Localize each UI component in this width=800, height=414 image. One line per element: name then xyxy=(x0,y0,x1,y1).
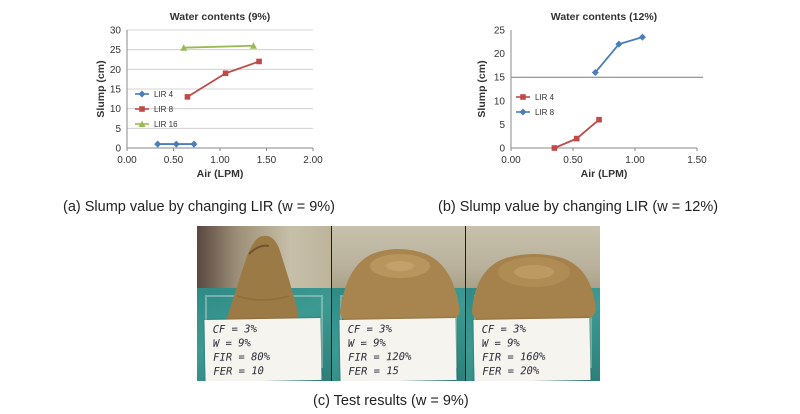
legend-label: LIR 4 xyxy=(535,93,555,102)
y-tick-label: 10 xyxy=(110,104,122,115)
x-tick-label: 1.50 xyxy=(687,155,707,166)
note-card: CF = 3% W = 9% FIR = 80% FER = 10 xyxy=(204,317,322,381)
y-tick-label: 10 xyxy=(494,96,506,107)
legend-label: LIR 4 xyxy=(154,90,174,99)
data-point xyxy=(596,116,602,123)
series-line xyxy=(183,44,254,49)
x-tick-label: 1.00 xyxy=(625,155,645,166)
legend-label: LIR 8 xyxy=(535,108,555,117)
data-point xyxy=(615,40,623,48)
y-tick-label: 25 xyxy=(494,26,506,37)
note-card: CF = 3% W = 9% FIR = 120% FER = 15 xyxy=(339,317,456,381)
data-point xyxy=(520,94,526,100)
slump-cone-mound xyxy=(225,235,299,322)
chart-water-12: Water contents (12%) 0 5 10 15 20 25 0.00 0.50 1.… xyxy=(476,11,707,180)
data-point xyxy=(172,140,180,148)
data-point xyxy=(138,90,146,98)
x-tick-label: 0.50 xyxy=(164,155,184,166)
data-point xyxy=(138,120,146,127)
x-tick-label: 1.50 xyxy=(257,155,277,166)
chart-title: Water contents (12%) xyxy=(551,11,657,23)
chart-title: Water contents (9%) xyxy=(170,11,271,23)
photo-fir-80: CF = 3% W = 9% FIR = 80% FER = 10 xyxy=(197,226,331,381)
y-tick-label: 25 xyxy=(110,45,122,56)
x-tick-label: 1.00 xyxy=(210,155,230,166)
x-axis-label: Air (LPM) xyxy=(581,168,628,180)
slump-spread-mound xyxy=(339,249,460,322)
y-tick-label: 0 xyxy=(499,144,505,155)
note-line: FER = 15 xyxy=(347,364,399,378)
data-point xyxy=(519,108,527,116)
x-tick-label: 2.00 xyxy=(303,155,323,166)
note-line: FER = 20% xyxy=(482,364,540,378)
data-point xyxy=(180,44,188,51)
data-point xyxy=(222,70,229,77)
y-axis-label: Slump (cm) xyxy=(95,60,107,117)
data-point xyxy=(573,135,580,142)
data-point xyxy=(591,68,599,76)
test-photos: CF = 3% W = 9% FIR = 80% FER = 10 CF = 3… xyxy=(197,226,601,381)
photo-fir-160: CF = 3% W = 9% FIR = 160% FER = 20% xyxy=(465,226,601,381)
y-tick-label: 5 xyxy=(499,120,505,131)
x-axis-label: Air (LPM) xyxy=(197,168,244,180)
series-line xyxy=(186,60,260,98)
y-tick-label: 20 xyxy=(494,49,506,60)
data-point xyxy=(139,106,145,112)
data-point xyxy=(249,42,257,49)
data-point xyxy=(190,140,198,148)
x-tick-label: 0.50 xyxy=(563,155,583,166)
data-point xyxy=(551,145,558,151)
y-tick-label: 15 xyxy=(110,85,122,96)
photo-fir-120: CF = 3% W = 9% FIR = 120% FER = 15 xyxy=(330,226,466,381)
note-card: CF = 3% W = 9% FIR = 160% FER = 20% xyxy=(473,317,591,381)
legend-label: LIR 16 xyxy=(154,120,178,129)
note-line: FER = 10 xyxy=(213,364,265,378)
y-axis-label: Slump (cm) xyxy=(476,60,488,117)
legend-label: LIR 8 xyxy=(154,105,174,114)
y-tick-label: 20 xyxy=(110,65,122,76)
caption-b: (b) Slump value by changing LIR (w = 12%… xyxy=(438,199,719,215)
x-tick-label: 0.00 xyxy=(501,155,521,166)
chart-water-9: Water contents (9%) 0 5 10 15 20 25 30 0.00 0.50 1… xyxy=(95,11,323,180)
series-line xyxy=(554,118,600,149)
caption-a: (a) Slump value by changing LIR (w = 9%) xyxy=(63,199,336,215)
data-point xyxy=(256,58,262,65)
slump-flat-mound xyxy=(472,254,597,322)
data-point xyxy=(184,94,191,100)
y-tick-label: 30 xyxy=(110,26,122,37)
caption-c: (c) Test results (w = 9%) xyxy=(313,393,469,409)
data-point xyxy=(154,140,162,148)
y-tick-label: 5 xyxy=(115,124,121,135)
data-point xyxy=(638,33,646,41)
y-tick-label: 0 xyxy=(115,144,121,155)
y-tick-label: 15 xyxy=(494,73,506,84)
x-tick-label: 0.00 xyxy=(117,155,137,166)
